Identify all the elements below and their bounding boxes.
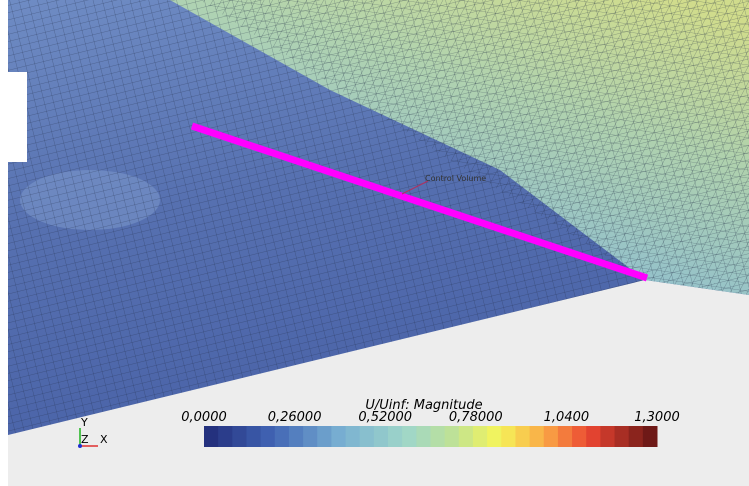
colorbar-swatch <box>374 426 389 447</box>
colorbar-swatch <box>204 426 219 447</box>
colorbar-tick-label: 0,52000 <box>358 410 412 425</box>
y-label: Y <box>80 416 88 429</box>
colorbar-swatch <box>289 426 304 447</box>
x-label: X <box>100 433 108 446</box>
notch <box>0 72 27 162</box>
colorbar-swatch <box>558 426 573 447</box>
colorbar-swatch <box>431 426 446 447</box>
colorbar-tick-label: 0,78000 <box>449 410 503 425</box>
annotation: Control Volume <box>425 174 486 183</box>
colorbar-tick-label: 0,26000 <box>268 410 322 425</box>
z-label: Z <box>81 433 89 446</box>
colorbar-swatch <box>544 426 559 447</box>
colorbar-swatch <box>246 426 261 447</box>
colorbar-swatch <box>459 426 474 447</box>
colorbar-swatch <box>445 426 460 447</box>
page: Control Volume U/Uinf: Magnitude 0,00000… <box>0 0 749 486</box>
colorbar-swatch <box>501 426 516 447</box>
colorbar-tick-label: 0,0000 <box>181 410 227 425</box>
colorbar-swatch <box>530 426 545 447</box>
colorbar-swatch <box>360 426 375 447</box>
colorbar-swatch <box>473 426 488 447</box>
colorbar-tick-label: 1,3000 <box>634 410 680 425</box>
colorbar-swatch <box>643 426 658 447</box>
colorbar-swatch <box>416 426 431 447</box>
colorbar-swatch <box>275 426 290 447</box>
viewport: Control Volume U/Uinf: Magnitude 0,00000… <box>0 0 749 486</box>
colorbar <box>204 426 658 447</box>
colorbar-swatch <box>218 426 233 447</box>
colorbar-swatch <box>402 426 417 447</box>
colorbar-swatch <box>232 426 247 447</box>
colorbar-swatch <box>317 426 332 447</box>
colorbar-swatch <box>331 426 346 447</box>
colorbar-swatch <box>261 426 276 447</box>
colorbar-swatch <box>586 426 601 447</box>
colorbar-tick-label: 1,0400 <box>544 410 590 425</box>
colorbar-swatch <box>388 426 403 447</box>
colorbar-swatch <box>346 426 361 447</box>
colorbar-swatch <box>572 426 587 447</box>
colorbar-swatch <box>600 426 615 447</box>
colorbar-swatch <box>303 426 318 447</box>
colorbar-swatch <box>615 426 630 447</box>
colorbar-swatch <box>629 426 644 447</box>
colorbar-swatch <box>515 426 530 447</box>
colorbar-swatch <box>487 426 502 447</box>
